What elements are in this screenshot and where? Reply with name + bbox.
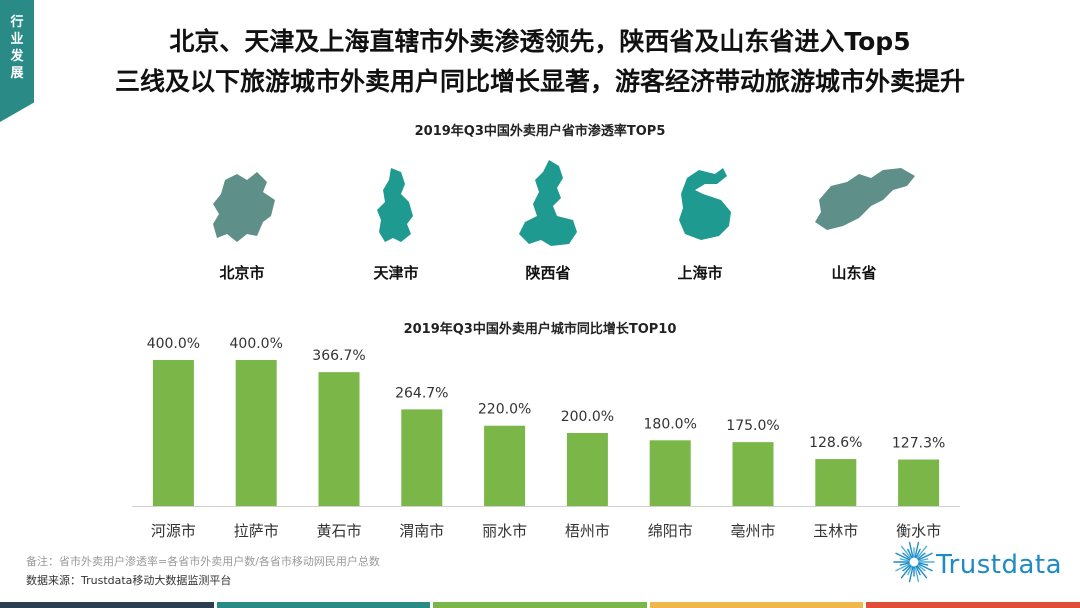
bar-5 (484, 425, 526, 506)
logo-text: Trustdata (936, 550, 1063, 580)
bar-6 (566, 433, 608, 506)
bottom-bar-segment (866, 602, 1080, 608)
data-label: 400.0% (230, 336, 283, 352)
shanghai-map-icon (679, 168, 731, 240)
footnote: 备注：省市外卖用户渗透率=各省市外卖用户数/各省市移动网民用户总数 (26, 555, 380, 568)
data-label: 200.0% (561, 409, 614, 425)
data-label: 400.0% (147, 336, 200, 352)
bar-7 (649, 440, 691, 506)
province-label: 陕西省 (525, 264, 571, 282)
tianjin-map-icon (377, 168, 413, 242)
province-tianjin: 天津市 (321, 160, 471, 290)
bar-1 (152, 360, 194, 506)
province-beijing: 北京市 (167, 160, 317, 290)
category-label: 渭南市 (399, 522, 444, 540)
shaanxi-map-icon (519, 160, 577, 246)
bar-3 (318, 372, 360, 506)
data-label: 128.6% (809, 435, 862, 451)
category-label: 丽水市 (482, 522, 527, 540)
province-shaanxi: 陕西省 (473, 160, 623, 290)
category-label: 拉萨市 (234, 522, 279, 540)
category-label: 衡水市 (896, 522, 941, 540)
category-label: 玉林市 (813, 522, 858, 540)
headline-line-2: 三线及以下旅游城市外卖用户同比增长显著，游客经济带动旅游城市外卖提升 (114, 67, 965, 96)
province-shandong: 山东省 (779, 160, 929, 290)
chart-title: 2019年Q3中国外卖用户城市同比增长TOP10 (403, 322, 677, 337)
bar-10 (898, 459, 940, 506)
province-shanghai: 上海市 (625, 160, 775, 290)
bottom-bar-segment (216, 602, 431, 608)
province-label: 上海市 (677, 264, 723, 282)
bottom-bar-segment (0, 602, 214, 608)
trustdata-logo: Trustdata (892, 540, 1068, 588)
data-source: 数据来源：Trustdata移动大数据监测平台 (26, 574, 232, 587)
category-label: 绵阳市 (648, 522, 693, 540)
shandong-map-icon (815, 168, 915, 230)
section-tag-label: 行业发展 (10, 15, 24, 81)
bottom-color-bar (0, 602, 1080, 608)
category-label: 黄石市 (316, 522, 361, 540)
data-label: 366.7% (312, 348, 365, 364)
map-panel-title: 2019年Q3中国外卖用户省市渗透率TOP5 (414, 124, 666, 139)
bottom-bar-segment (649, 602, 864, 608)
data-label: 180.0% (644, 416, 697, 432)
province-label: 北京市 (219, 264, 265, 282)
starburst-logo-icon (893, 541, 935, 583)
bar-2 (235, 360, 277, 506)
province-label: 天津市 (373, 264, 419, 282)
section-tag: 行业发展 (0, 0, 34, 122)
category-label: 梧州市 (565, 522, 610, 540)
bottom-bar-segment (433, 602, 647, 608)
headline-line-1: 北京、天津及上海直辖市外卖渗透领先，陕西省及山东省进入Top5 (169, 27, 911, 56)
category-label: 河源市 (151, 522, 196, 540)
beijing-map-icon (213, 172, 275, 242)
data-label: 220.0% (478, 402, 531, 418)
bar-9 (815, 459, 857, 506)
province-label: 山东省 (831, 264, 877, 282)
category-label: 亳州市 (730, 522, 775, 540)
bar-8 (732, 442, 774, 506)
data-label: 175.0% (726, 418, 779, 434)
data-label: 127.3% (892, 436, 945, 452)
data-label: 264.7% (395, 385, 448, 401)
bar-4 (401, 409, 443, 506)
